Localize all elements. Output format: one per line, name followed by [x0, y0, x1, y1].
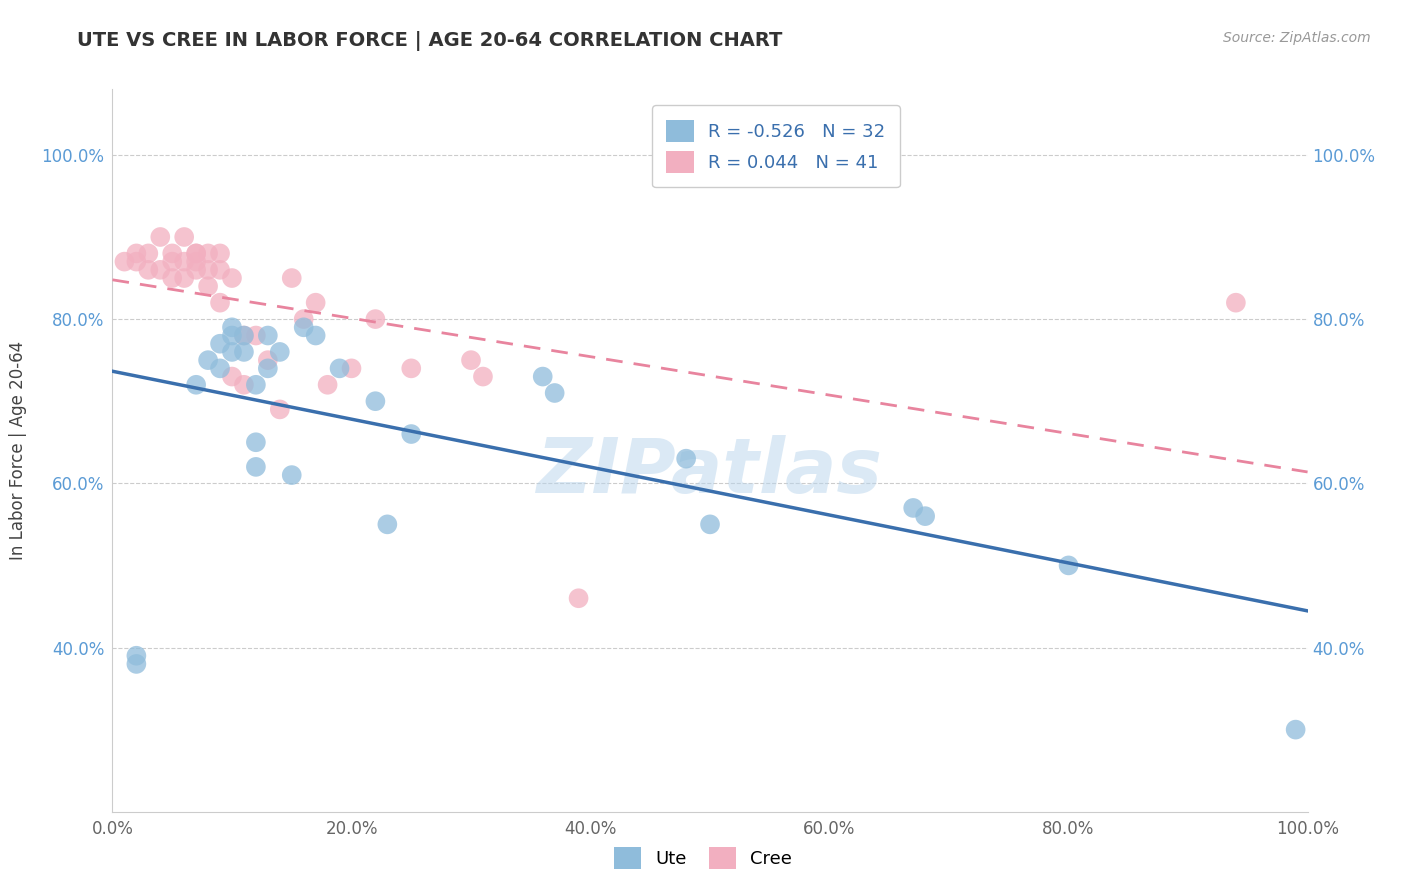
Point: [162, 271, 183, 285]
Point: [197, 279, 219, 293]
Point: [269, 402, 291, 417]
Point: [221, 271, 243, 285]
Point: [186, 246, 208, 260]
Point: [460, 353, 482, 368]
Point: [173, 271, 195, 285]
Point: [329, 361, 352, 376]
Point: [281, 271, 304, 285]
Point: [269, 345, 291, 359]
Point: [292, 312, 315, 326]
Point: [186, 254, 208, 268]
Point: [197, 246, 219, 260]
Point: [209, 361, 232, 376]
Point: [1057, 558, 1080, 573]
Point: [699, 517, 721, 532]
Point: [125, 246, 148, 260]
Point: [221, 345, 243, 359]
Point: [209, 295, 232, 310]
Point: [316, 377, 339, 392]
Point: [233, 377, 256, 392]
Point: [401, 361, 423, 376]
Point: [305, 295, 328, 310]
Y-axis label: In Labor Force | Age 20-64: In Labor Force | Age 20-64: [10, 341, 27, 560]
Point: [305, 328, 328, 343]
Point: [245, 435, 267, 450]
Point: [114, 254, 135, 268]
Point: [221, 369, 243, 384]
Point: [173, 254, 195, 268]
Point: [281, 468, 304, 483]
Point: [197, 263, 219, 277]
Point: [245, 459, 267, 474]
Point: [173, 230, 195, 244]
Point: [531, 369, 554, 384]
Text: ZIPatlas: ZIPatlas: [537, 435, 883, 509]
Point: [233, 328, 256, 343]
Point: [1285, 723, 1308, 737]
Point: [186, 263, 208, 277]
Point: [149, 263, 172, 277]
Point: [340, 361, 363, 376]
Point: [233, 328, 256, 343]
Legend: Ute, Cree: Ute, Cree: [607, 839, 799, 876]
Point: [209, 246, 232, 260]
Point: [149, 230, 172, 244]
Point: [903, 500, 925, 515]
Point: [257, 353, 280, 368]
Point: [221, 328, 243, 343]
Point: [377, 517, 399, 532]
Point: [138, 263, 160, 277]
Point: [186, 377, 208, 392]
Point: [914, 509, 936, 524]
Point: [162, 246, 183, 260]
Point: [125, 254, 148, 268]
Point: [125, 648, 148, 663]
Point: [209, 336, 232, 351]
Point: [257, 361, 280, 376]
Point: [186, 246, 208, 260]
Point: [472, 369, 495, 384]
Point: [209, 263, 232, 277]
Legend: R = -0.526   N = 32, R = 0.044   N = 41: R = -0.526 N = 32, R = 0.044 N = 41: [652, 105, 900, 187]
Point: [568, 591, 591, 606]
Point: [401, 427, 423, 442]
Point: [364, 394, 387, 409]
Text: UTE VS CREE IN LABOR FORCE | AGE 20-64 CORRELATION CHART: UTE VS CREE IN LABOR FORCE | AGE 20-64 C…: [77, 31, 783, 51]
Point: [125, 657, 148, 671]
Point: [245, 377, 267, 392]
Point: [197, 353, 219, 368]
Point: [543, 386, 565, 401]
Point: [245, 328, 267, 343]
Point: [257, 328, 280, 343]
Point: [162, 254, 183, 268]
Point: [364, 312, 387, 326]
Point: [292, 320, 315, 334]
Point: [1225, 295, 1247, 310]
Point: [233, 345, 256, 359]
Point: [675, 451, 697, 466]
Point: [221, 320, 243, 334]
Text: Source: ZipAtlas.com: Source: ZipAtlas.com: [1223, 31, 1371, 45]
Point: [138, 246, 160, 260]
